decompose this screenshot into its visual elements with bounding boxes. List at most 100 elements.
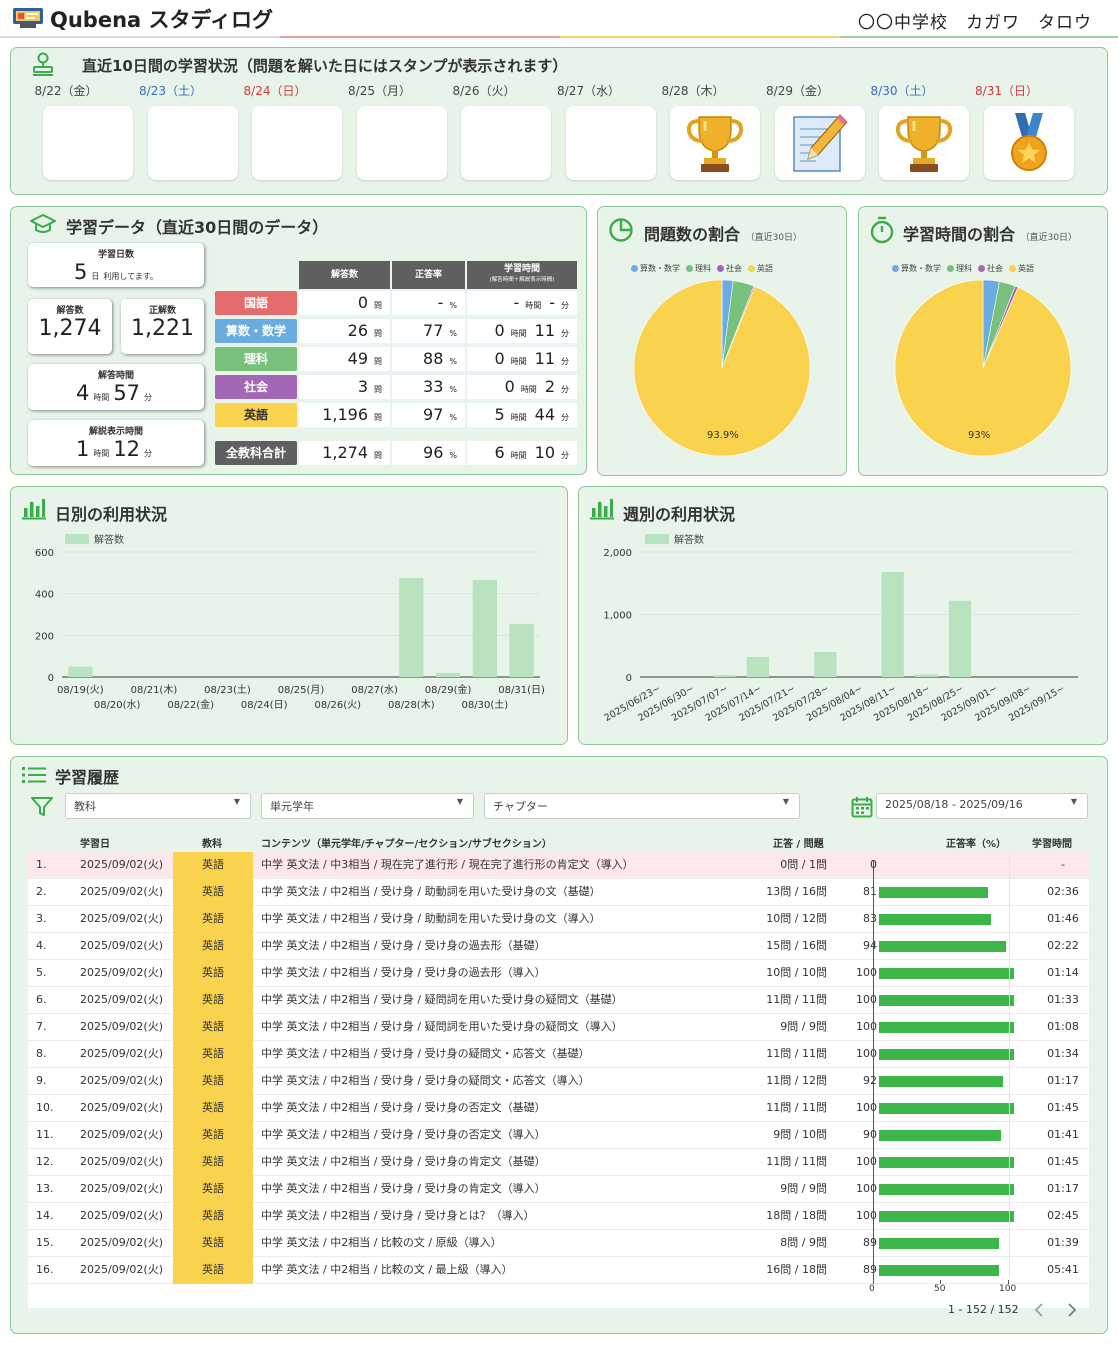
pie-slice (633, 279, 811, 457)
row-content[interactable]: 中学 英文法 / 中2相当 / 比較の文 / 原級（導入） (261, 1236, 502, 1249)
row-score: 11問 / 12問 (766, 1074, 827, 1087)
pagination-label: 1 - 152 / 152 (948, 1303, 1019, 1316)
table-row[interactable]: 4. 2025/09/02(火) 英語 中学 英文法 / 中2相当 / 受け身 / 受… (28, 933, 1089, 960)
history-title: 学習履歴 (55, 768, 120, 787)
stamp-day-label: 8/23（土） (139, 84, 202, 98)
hour-unit: 時間 (525, 301, 542, 310)
table-row[interactable]: 15. 2025/09/02(火) 英語 中学 英文法 / 中2相当 / 比較の文 /… (28, 1230, 1089, 1257)
table-row[interactable]: 10. 2025/09/02(火) 英語 中学 英文法 / 中2相当 / 受け身 / … (28, 1095, 1089, 1122)
filter-icon[interactable] (31, 797, 53, 817)
answers-value: 1,274 (322, 443, 368, 462)
x-tick-label: 08/24(日) (241, 700, 288, 711)
list-icon (22, 767, 46, 783)
explain-time-minutes: 12 (113, 437, 141, 461)
table-row[interactable]: 11. 2025/09/02(火) 英語 中学 英文法 / 中2相当 / 受け身 / … (28, 1122, 1089, 1149)
row-content[interactable]: 中学 英文法 / 中2相当 / 受け身 / 疑問詞を用いた受け身の疑問文（基礎） (261, 993, 623, 1006)
rate-axis-tick (873, 1280, 874, 1284)
row-score: 9問 / 10問 (773, 1128, 827, 1141)
legend-label: 英語 (757, 264, 773, 273)
calendar-icon[interactable] (851, 796, 873, 818)
chevron-left-icon[interactable] (1033, 1302, 1045, 1318)
question-ratio-pie: 93.9% (633, 279, 811, 457)
table-row[interactable]: 8. 2025/09/02(火) 英語 中学 英文法 / 中2相当 / 受け身 / 受… (28, 1041, 1089, 1068)
row-score: 13問 / 16問 (766, 885, 827, 898)
table-row[interactable]: 3. 2025/09/02(火) 英語 中学 英文法 / 中2相当 / 受け身 / 助… (28, 906, 1089, 933)
table-row[interactable]: 12. 2025/09/02(火) 英語 中学 英文法 / 中2相当 / 受け身 / … (28, 1149, 1089, 1176)
table-row[interactable]: 1. 2025/09/02(火) 英語 中学 英文法 / 中3相当 / 現在完了進行形… (28, 852, 1089, 879)
subject-rate-cell: 88% (392, 347, 465, 371)
col-date: 学習日 (80, 839, 110, 850)
row-subject: 英語 (173, 960, 253, 987)
row-date: 2025/09/02(火) (80, 1263, 163, 1276)
row-time: 01:46 (1047, 912, 1079, 925)
table-row[interactable]: 2. 2025/09/02(火) 英語 中学 英文法 / 中2相当 / 受け身 / 助… (28, 879, 1089, 906)
legend-swatch (645, 534, 669, 544)
row-content[interactable]: 中学 英文法 / 中2相当 / 受け身 / 助動詞を用いた受け身の文（導入） (261, 912, 601, 925)
row-content[interactable]: 中学 英文法 / 中2相当 / 受け身 / 受け身の過去形（基礎） (261, 939, 546, 952)
table-row[interactable]: 13. 2025/09/02(火) 英語 中学 英文法 / 中2相当 / 受け身 / … (28, 1176, 1089, 1203)
subject-answers-cell: 26 問 (299, 319, 390, 343)
minutes-value: 10 (534, 443, 555, 462)
bar (472, 580, 497, 677)
grade-unit-filter[interactable]: 単元学年 ▼ (261, 793, 474, 819)
row-content[interactable]: 中学 英文法 / 中2相当 / 受け身 / 受け身の肯定文（導入） (261, 1182, 546, 1195)
row-content[interactable]: 中学 英文法 / 中2相当 / 受け身 / 疑問詞を用いた受け身の疑問文（導入） (261, 1020, 623, 1033)
row-score: 11問 / 11問 (766, 1101, 827, 1114)
legend-label: 算数・数学 (640, 264, 680, 273)
row-content[interactable]: 中学 英文法 / 中2相当 / 受け身 / 受け身の否定文（基礎） (261, 1101, 546, 1114)
rate-bar (879, 1049, 1014, 1060)
row-content[interactable]: 中学 英文法 / 中2相当 / 受け身 / 受け身の疑問文・応答文（導入） (261, 1074, 590, 1087)
date-range-label: 2025/08/18 - 2025/09/16 (885, 798, 1023, 811)
stamp-panel-title: 直近10日間の学習状況（問題を解いた日にはスタンプが表示されます） (82, 57, 568, 75)
th-time-label: 学習時間 (503, 264, 540, 274)
stopwatch-icon (870, 216, 894, 244)
rate-bar (879, 1076, 1003, 1087)
row-subject: 英語 (173, 1068, 253, 1095)
question-ratio-title-text: 問題数の割合 (644, 225, 741, 244)
rate-axis-label: 0 (869, 1284, 875, 1294)
chevron-down-icon: ▼ (233, 797, 240, 806)
row-content[interactable]: 中学 英文法 / 中2相当 / 受け身 / 助動詞を用いた受け身の文（基礎） (261, 885, 601, 898)
table-row[interactable]: 14. 2025/09/02(火) 英語 中学 英文法 / 中2相当 / 受け身 / … (28, 1203, 1089, 1230)
answer-time-hours: 4 (75, 381, 90, 405)
rate-value: 77 (423, 321, 444, 340)
row-rate: 100 (856, 1020, 877, 1033)
row-number: 12. (36, 1155, 54, 1168)
stamp-box (461, 106, 551, 180)
answer-time-minutes: 57 (113, 381, 141, 405)
rate-bar (879, 1022, 1014, 1033)
subject-filter[interactable]: 教科 ▼ (65, 793, 251, 819)
subject-time-cell: - 時間 - 分 (467, 291, 577, 315)
explain-time-minute-unit: 分 (144, 449, 153, 458)
minute-unit: 分 (561, 385, 569, 394)
row-content[interactable]: 中学 英文法 / 中2相当 / 受け身 / 受け身の肯定文（基礎） (261, 1155, 546, 1168)
table-row[interactable]: 9. 2025/09/02(火) 英語 中学 英文法 / 中2相当 / 受け身 / 受… (28, 1068, 1089, 1095)
row-content[interactable]: 中学 英文法 / 中2相当 / 受け身 / 受け身の否定文（導入） (261, 1128, 546, 1141)
bar (881, 572, 904, 677)
rate-bar (879, 1103, 1014, 1114)
row-content[interactable]: 中学 英文法 / 中2相当 / 受け身 / 受け身とは？（導入） (261, 1209, 535, 1222)
row-content[interactable]: 中学 英文法 / 中2相当 / 受け身 / 受け身の疑問文・応答文（基礎） (261, 1047, 590, 1060)
table-row[interactable]: 16. 2025/09/02(火) 英語 中学 英文法 / 中2相当 / 比較の文 /… (28, 1257, 1089, 1284)
date-range-picker[interactable]: 2025/08/18 - 2025/09/16 ▼ (876, 793, 1088, 819)
row-date: 2025/09/02(火) (80, 858, 163, 871)
pie-chart-icon (609, 218, 633, 242)
table-row[interactable]: 7. 2025/09/02(火) 英語 中学 英文法 / 中2相当 / 受け身 / 疑… (28, 1014, 1089, 1041)
chevron-right-icon[interactable] (1066, 1302, 1078, 1318)
chapter-filter[interactable]: チャプター ▼ (484, 793, 800, 819)
bar (713, 675, 736, 677)
stamp-day-label: 8/28（木） (661, 84, 725, 98)
row-date: 2025/09/02(火) (80, 885, 163, 898)
row-content[interactable]: 中学 英文法 / 中2相当 / 受け身 / 受け身の過去形（導入） (261, 966, 546, 979)
row-content[interactable]: 中学 英文法 / 中2相当 / 比較の文 / 最上級（導入） (261, 1263, 513, 1276)
row-rate: 100 (856, 1047, 877, 1060)
subject-time-cell: 0 時間 11 分 (467, 319, 577, 343)
row-subject: 英語 (173, 1203, 253, 1230)
stamp-day-label: 8/31（日） (975, 84, 1038, 98)
x-tick-label: 08/27(水) (351, 684, 398, 696)
row-number: 5. (36, 966, 47, 979)
row-content[interactable]: 中学 英文法 / 中3相当 / 現在完了進行形 / 現在完了進行形の肯定文（導入… (261, 858, 634, 871)
legend-label: 解答数 (94, 533, 124, 546)
table-row[interactable]: 5. 2025/09/02(火) 英語 中学 英文法 / 中2相当 / 受け身 / 受… (28, 960, 1089, 987)
table-row[interactable]: 6. 2025/09/02(火) 英語 中学 英文法 / 中2相当 / 受け身 / 疑… (28, 987, 1089, 1014)
